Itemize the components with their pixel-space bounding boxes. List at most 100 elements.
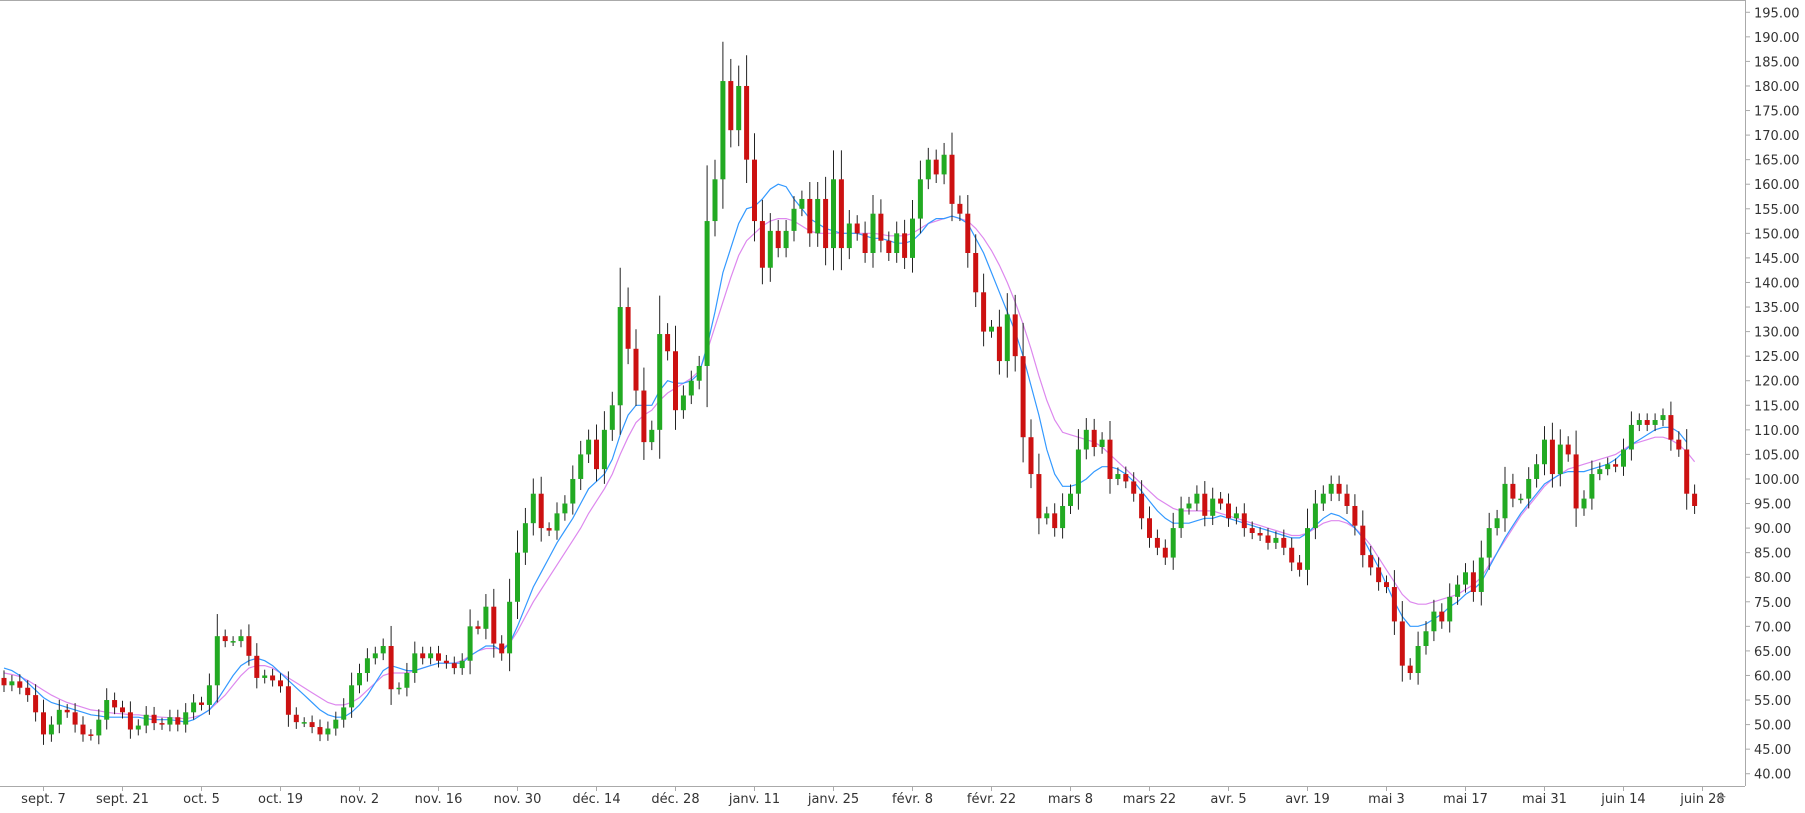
candle[interactable] [1194,485,1200,511]
candle[interactable] [120,700,125,719]
candle[interactable] [238,629,244,648]
candle[interactable] [601,411,607,484]
candle[interactable] [1218,491,1224,510]
candle[interactable] [1692,484,1698,514]
candle[interactable] [56,699,62,734]
candle[interactable] [996,309,1002,375]
candle[interactable] [515,530,520,619]
candle[interactable] [262,669,268,684]
candle[interactable] [246,624,252,666]
candle[interactable] [1186,496,1192,515]
candle[interactable] [1518,493,1524,504]
candle[interactable] [1360,510,1366,568]
candle[interactable] [649,420,655,451]
candle[interactable] [1478,540,1484,606]
candle[interactable] [665,323,671,361]
candle[interactable] [451,656,457,675]
candle[interactable] [736,65,742,147]
candle[interactable] [1470,560,1476,602]
candle[interactable] [301,717,307,728]
candle[interactable] [807,182,813,247]
candle[interactable] [1012,294,1018,372]
candle[interactable] [1660,408,1666,427]
candle[interactable] [688,370,694,405]
candle[interactable] [775,219,781,258]
candle[interactable] [1502,466,1508,532]
candle[interactable] [1399,601,1405,682]
candle[interactable] [1486,512,1492,570]
candle[interactable] [230,636,236,646]
scroll-to-latest-icon[interactable]: + [1715,789,1727,805]
candle[interactable] [1004,293,1010,378]
candle[interactable] [48,716,54,742]
candle[interactable] [878,199,884,253]
candle[interactable] [1099,432,1105,454]
candle[interactable] [372,646,378,665]
candle[interactable] [1510,473,1516,508]
candle[interactable] [862,221,868,263]
candle[interactable] [1202,481,1208,527]
candle[interactable] [910,199,915,273]
candle[interactable] [1431,599,1437,642]
candle[interactable] [1289,537,1295,572]
candle[interactable] [364,648,370,682]
candle[interactable] [720,41,726,209]
candle[interactable] [325,721,331,741]
candle[interactable] [1162,539,1168,565]
candle[interactable] [1455,575,1461,605]
candle[interactable] [752,133,757,242]
candle[interactable] [1060,493,1066,539]
candle[interactable] [41,699,46,745]
candle[interactable] [1644,413,1650,432]
candle[interactable] [459,653,465,675]
candle[interactable] [1439,603,1445,629]
candle[interactable] [1636,413,1642,432]
candle[interactable] [989,320,994,338]
candle[interactable] [1036,453,1042,535]
candle[interactable] [981,273,987,347]
candle[interactable] [175,709,181,732]
candle[interactable] [554,502,560,540]
candle[interactable] [1447,583,1453,633]
candle[interactable] [1526,467,1532,509]
candle[interactable] [17,674,23,695]
candle[interactable] [617,267,623,435]
candle[interactable] [1384,575,1389,594]
candle[interactable] [412,641,418,683]
candle[interactable] [104,688,110,730]
candle[interactable] [1305,508,1310,586]
candle[interactable] [831,150,836,271]
candle[interactable] [214,614,220,703]
candle[interactable] [191,694,197,720]
candle[interactable] [183,703,189,733]
candle[interactable] [1170,512,1176,570]
candle[interactable] [838,150,844,271]
candle[interactable] [1391,570,1397,635]
candle[interactable] [467,609,473,675]
candle[interactable] [570,465,576,515]
candle[interactable] [1423,621,1429,655]
candle[interactable] [143,706,149,734]
candle[interactable] [1249,521,1255,540]
candle[interactable] [965,195,971,268]
candle[interactable] [1407,658,1413,680]
candle[interactable] [499,635,505,661]
candle[interactable] [1154,529,1160,556]
candle[interactable] [728,58,734,148]
candle[interactable] [1312,490,1318,540]
candle[interactable] [1131,472,1137,502]
candle[interactable] [1257,527,1263,541]
candle[interactable] [1328,475,1334,502]
candle[interactable] [222,629,228,648]
candle[interactable] [894,221,900,263]
candle[interactable] [783,219,789,258]
candle[interactable] [293,707,299,729]
candle[interactable] [657,295,663,459]
candle[interactable] [712,159,718,237]
candle[interactable] [206,673,212,715]
candle[interactable] [341,698,347,728]
candle[interactable] [522,507,528,565]
candle[interactable] [673,325,678,430]
